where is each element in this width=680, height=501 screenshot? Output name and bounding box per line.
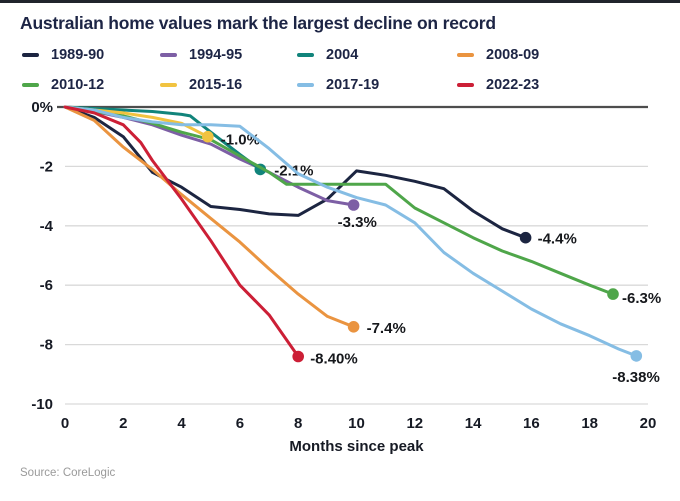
series-end-dot-2008-09 — [347, 321, 360, 333]
x-tick-label: 18 — [581, 415, 598, 432]
x-axis-title: Months since peak — [289, 438, 424, 455]
legend-swatch-icon — [457, 52, 474, 57]
series-line-1994-95 — [63, 105, 356, 207]
legend-swatch-icon — [297, 82, 314, 87]
legend: 1989-90 1994-95 2004 2008-09 2010-12 201… — [22, 44, 660, 95]
legend-label: 2010-12 — [51, 76, 105, 93]
series-line-2010-12 — [63, 105, 615, 296]
legend-label: 2008-09 — [486, 46, 540, 63]
series-end-dot-2022-23 — [292, 350, 305, 363]
legend-item-1989-90: 1989-90 — [22, 44, 160, 65]
legend-label: 2017-19 — [326, 76, 380, 93]
legend-label: 1994-95 — [189, 46, 243, 63]
top-border — [0, 0, 680, 3]
x-tick-label: 20 — [640, 415, 657, 432]
x-tick-label: 16 — [523, 415, 540, 432]
legend-swatch-icon — [457, 82, 474, 87]
legend-item-1994-95: 1994-95 — [160, 44, 297, 65]
series-line-2017-19 — [63, 105, 638, 358]
x-tick-label: 6 — [236, 415, 244, 432]
series-end-label-2015-16: -1.0% — [221, 132, 260, 149]
plot-area: 0% -2 -4 -6 -8 -10 0 2 4 6 8 10 12 14 16 18 20 Months sin… — [31, 99, 661, 455]
legend-item-2004: 2004 — [297, 44, 457, 65]
series-end-label-2008-09: -7.4% — [367, 320, 406, 337]
legend-label: 2022-23 — [486, 76, 540, 93]
legend-swatch-icon — [22, 82, 39, 87]
series-end-dot-1989-90 — [519, 231, 532, 244]
y-tick-label: -2 — [40, 158, 53, 175]
legend-item-2015-16: 2015-16 — [160, 74, 297, 95]
y-tick-label: -4 — [40, 218, 54, 235]
y-tick-label: -10 — [31, 396, 53, 413]
legend-label: 2015-16 — [189, 76, 243, 93]
x-tick-label: 2 — [119, 415, 127, 432]
series-line-2008-09 — [63, 105, 356, 329]
series-end-label-2017-19: -8.38% — [612, 369, 660, 386]
x-tick-label: 12 — [406, 415, 423, 432]
x-tick-label: 10 — [348, 415, 365, 432]
legend-item-2017-19: 2017-19 — [297, 74, 457, 95]
legend-item-2008-09: 2008-09 — [457, 44, 660, 65]
series-end-dot-2015-16 — [202, 130, 214, 143]
series-end-dot-1994-95 — [347, 199, 360, 211]
legend-label: 1989-90 — [51, 46, 105, 63]
x-tick-label: 14 — [465, 415, 482, 432]
legend-swatch-icon — [297, 52, 314, 57]
series-end-label-1994-95: -3.3% — [338, 214, 377, 231]
x-tick-label: 8 — [294, 415, 302, 432]
series-end-dot-2010-12 — [607, 288, 619, 300]
legend-label: 2004 — [326, 46, 359, 63]
series-line-2004 — [63, 105, 262, 171]
y-tick-label: 0% — [31, 99, 53, 116]
legend-swatch-icon — [22, 52, 39, 57]
source-note: Source: CoreLogic — [20, 467, 116, 479]
series-end-dot-2017-19 — [630, 350, 643, 362]
x-tick-label: 0 — [61, 415, 69, 432]
chart-title: Australian home values mark the largest … — [20, 13, 496, 33]
legend-swatch-icon — [160, 82, 177, 87]
x-tick-label: 4 — [177, 415, 186, 432]
series-end-label-2022-23: -8.40% — [310, 351, 358, 368]
series-end-label-2010-12: -6.3% — [622, 290, 661, 307]
legend-item-2010-12: 2010-12 — [22, 74, 160, 95]
legend-swatch-icon — [160, 52, 177, 57]
y-tick-label: -6 — [40, 277, 53, 294]
legend-item-2022-23: 2022-23 — [457, 74, 660, 95]
y-tick-label: -8 — [40, 337, 53, 354]
series-line-2022-23 — [63, 105, 300, 358]
series-end-label-1989-90: -4.4% — [538, 231, 577, 248]
